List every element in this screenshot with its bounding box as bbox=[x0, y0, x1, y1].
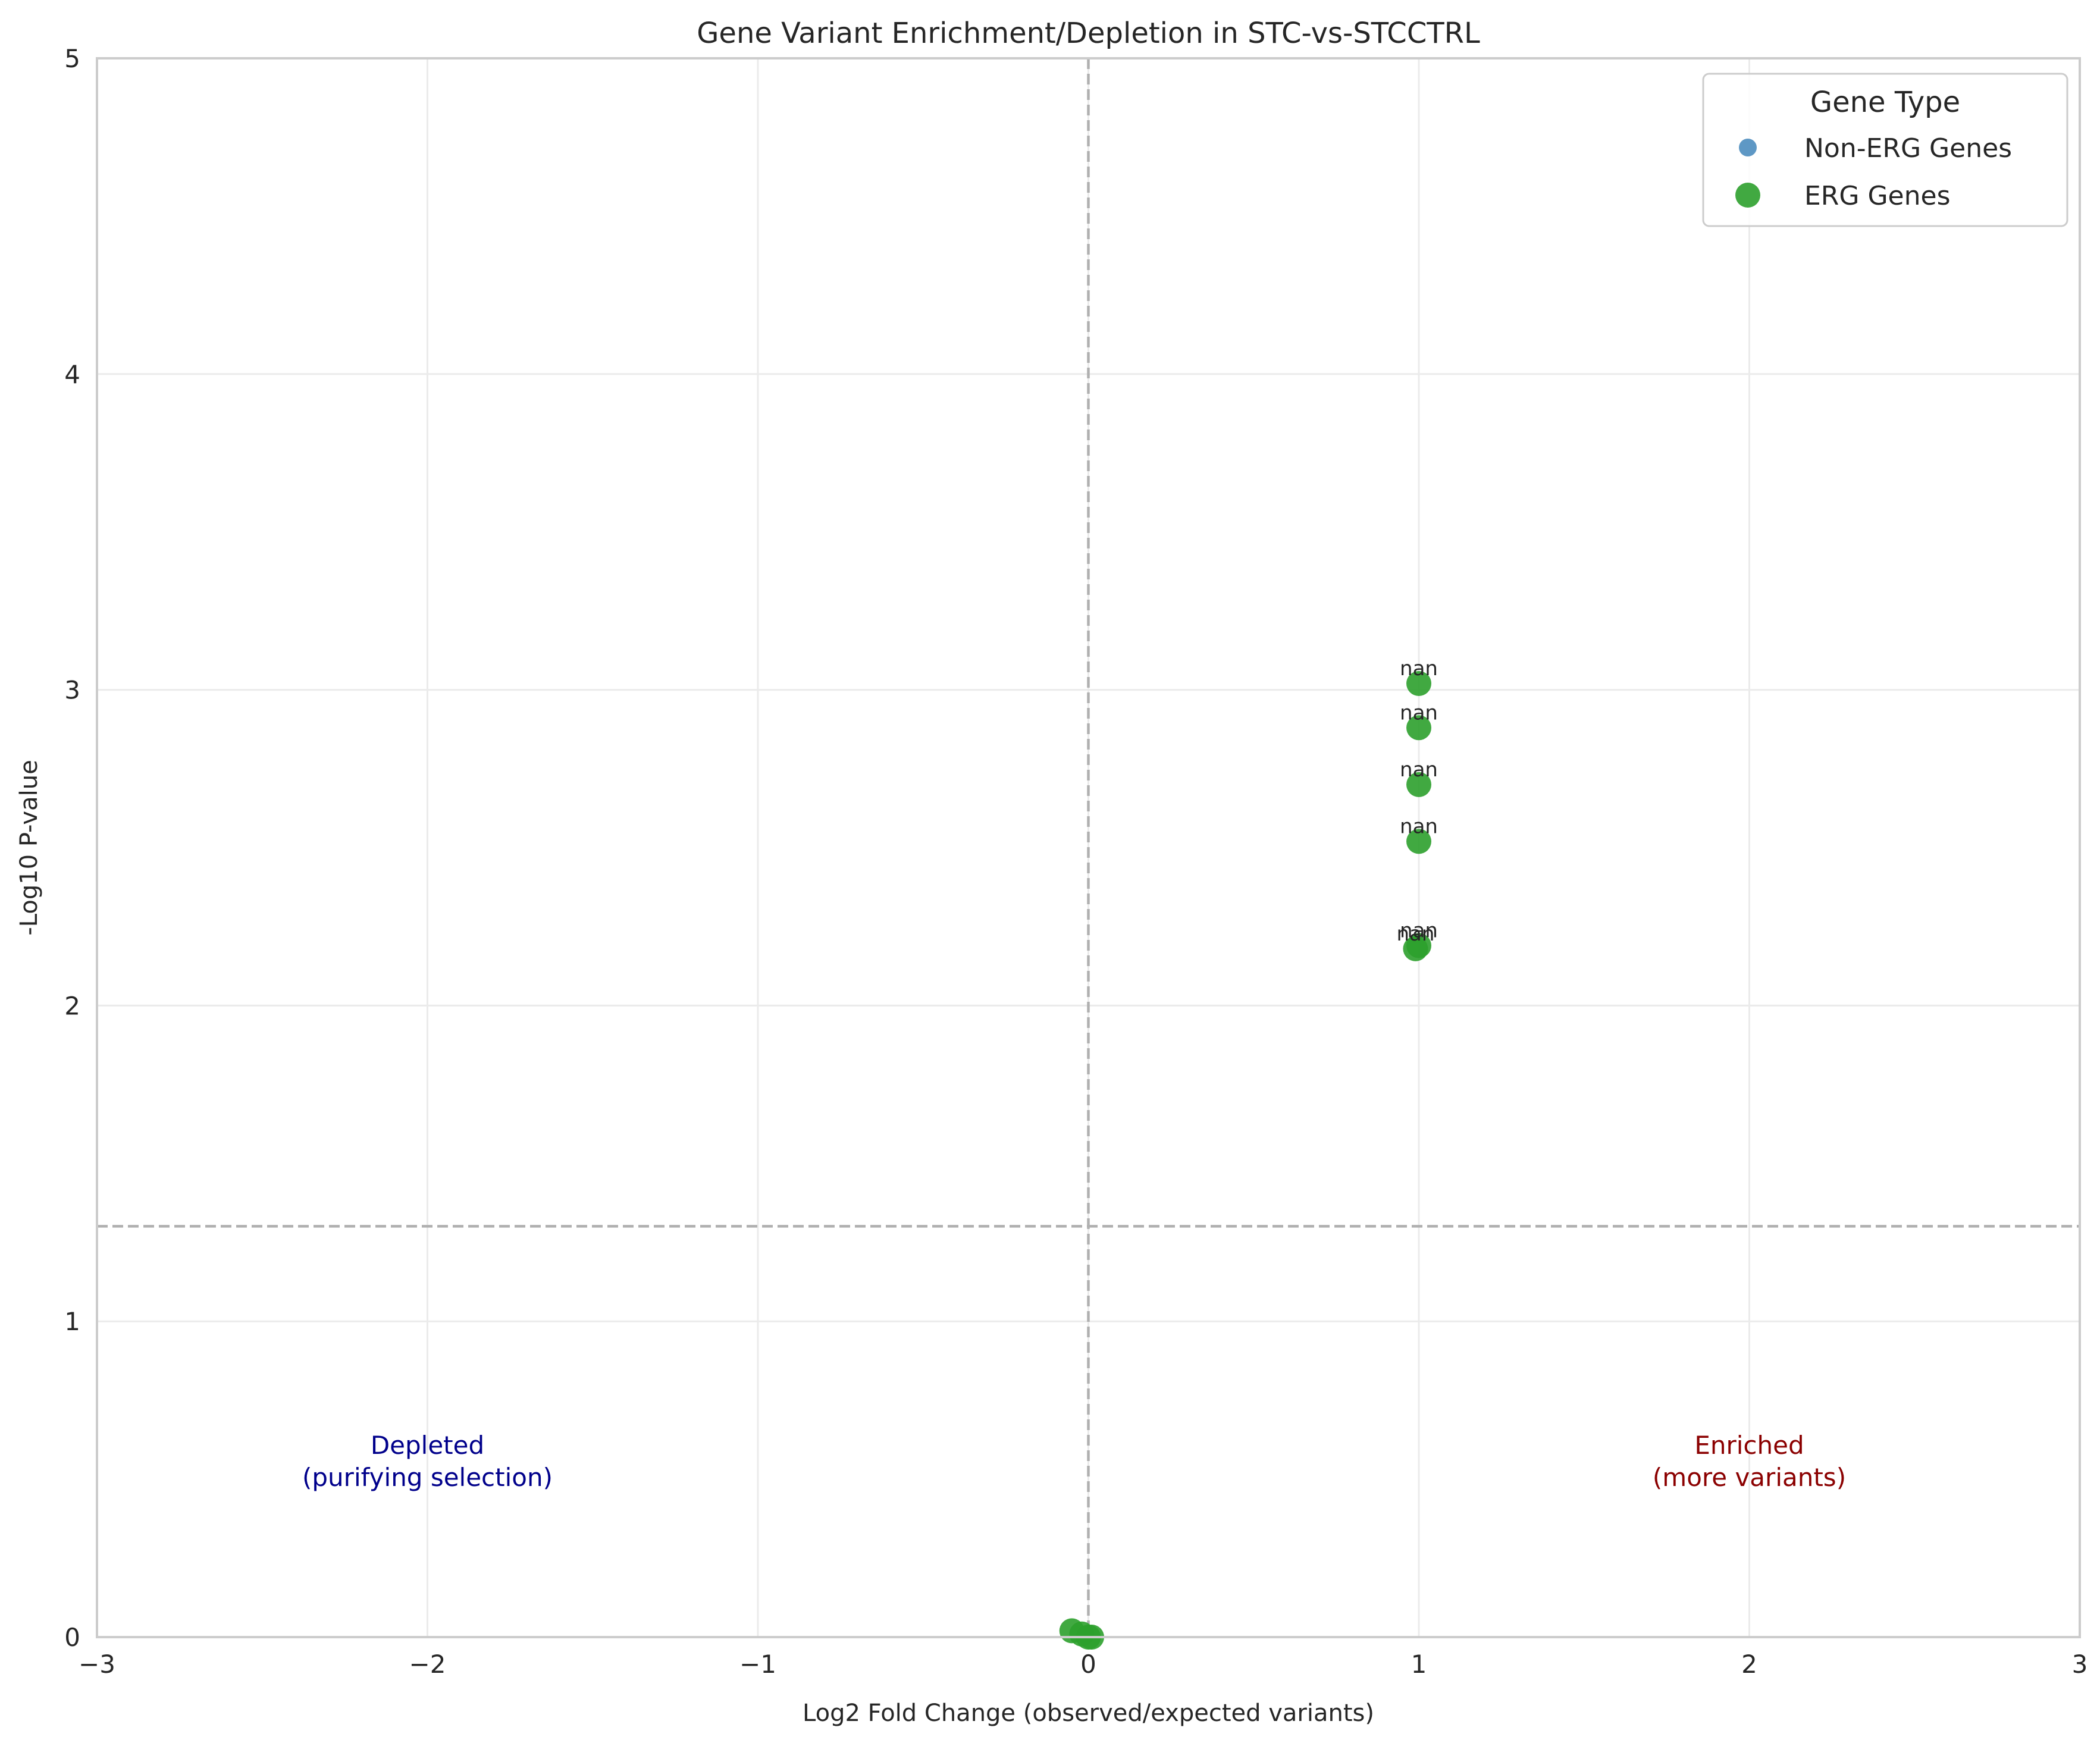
legend-marker bbox=[1735, 183, 1760, 208]
region-annotation-line: Enriched bbox=[1694, 1431, 1804, 1460]
region-annotations: Depleted (purifying selection) Enriched (mo… bbox=[302, 1431, 1846, 1492]
x-tick-label: 0 bbox=[1080, 1650, 1096, 1679]
chart-title: Gene Variant Enrichment/Depletion in STC… bbox=[697, 17, 1480, 50]
region-annotation-1: Enriched (more variants) bbox=[1653, 1431, 1846, 1492]
y-tick-label: 0 bbox=[64, 1623, 80, 1652]
y-tick-label: 5 bbox=[64, 44, 80, 73]
x-tick-label: −2 bbox=[409, 1650, 446, 1679]
legend-entry-label: ERG Genes bbox=[1804, 181, 1951, 211]
tick-labels: −3 −2 −1 0 1 2 3 0 1 2 3 4 5 bbox=[64, 44, 2088, 1679]
region-annotation-0: Depleted (purifying selection) bbox=[302, 1431, 553, 1492]
y-tick-label: 4 bbox=[64, 360, 80, 389]
data-point bbox=[1406, 772, 1431, 797]
legend-entry-label: Non-ERG Genes bbox=[1804, 133, 2012, 164]
x-tick-label: −1 bbox=[739, 1650, 776, 1679]
y-tick-label: 3 bbox=[64, 676, 80, 705]
x-axis-label: Log2 Fold Change (observed/expected vari… bbox=[803, 1700, 1374, 1727]
plot-frame bbox=[96, 57, 2081, 1638]
legend-title: Gene Type bbox=[1810, 86, 1960, 119]
point-label: nan bbox=[1400, 919, 1438, 943]
x-tick-label: 2 bbox=[1741, 1650, 1757, 1679]
y-axis-label: -Log10 P-value bbox=[15, 760, 43, 935]
data-point bbox=[1406, 933, 1431, 958]
x-tick-label: 1 bbox=[1411, 1650, 1427, 1679]
legend-entries: Non-ERG Genes ERG Genes bbox=[1735, 133, 2012, 211]
region-annotation-line: (more variants) bbox=[1653, 1463, 1846, 1492]
plot-border bbox=[96, 57, 2081, 1638]
data-point bbox=[1406, 670, 1431, 696]
y-tick-label: 1 bbox=[64, 1307, 80, 1336]
legend-box bbox=[1702, 73, 2068, 227]
x-tick-label: 3 bbox=[2072, 1650, 2088, 1679]
point-label: nan bbox=[1400, 701, 1438, 725]
reference-lines bbox=[97, 58, 2080, 1637]
point-label: nan bbox=[1400, 657, 1438, 681]
y-tick-label: 2 bbox=[64, 991, 80, 1020]
point-label: nan bbox=[1400, 758, 1438, 782]
legend-marker bbox=[1739, 139, 1757, 156]
data-point bbox=[1406, 829, 1431, 854]
point-label: nan bbox=[1400, 814, 1438, 838]
region-annotation-line: (purifying selection) bbox=[302, 1463, 553, 1492]
legend: Gene Type Non-ERG Genes ERG Genes bbox=[1702, 73, 2068, 227]
x-tick-label: −3 bbox=[79, 1650, 115, 1679]
data-point bbox=[1406, 715, 1431, 741]
point-label: nan bbox=[1396, 922, 1434, 946]
region-annotation-line: Depleted bbox=[371, 1431, 484, 1460]
